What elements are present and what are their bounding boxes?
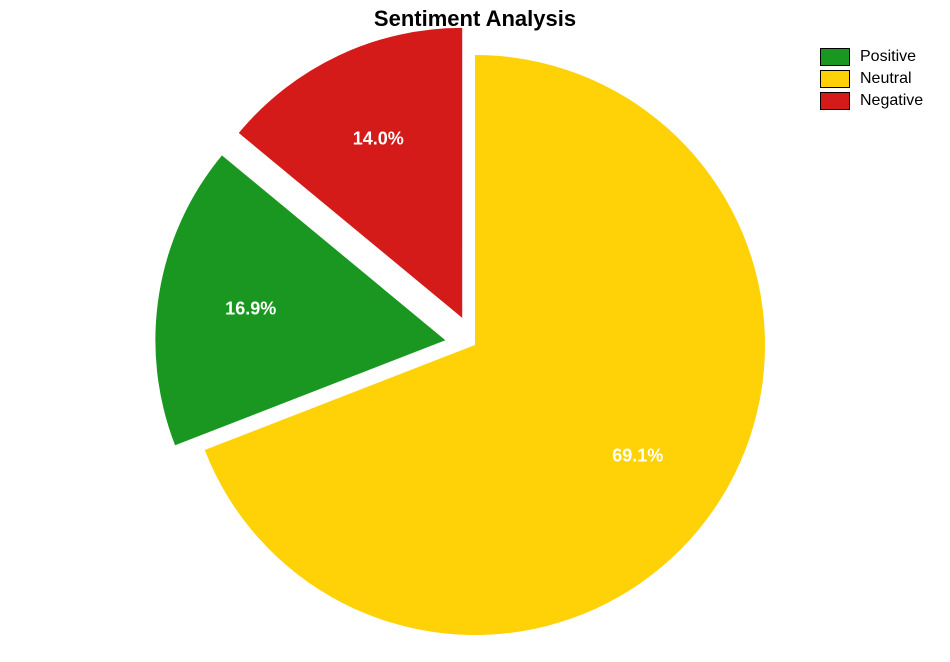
legend-label: Neutral — [860, 70, 912, 88]
legend-item-neutral: Neutral — [820, 70, 923, 88]
legend-label: Positive — [860, 48, 916, 66]
legend-item-negative: Negative — [820, 92, 923, 110]
chart-container: Sentiment Analysis 69.1%16.9%14.0% Posit… — [0, 0, 950, 662]
legend: Positive Neutral Negative — [820, 48, 923, 114]
slice-label-positive: 16.9% — [225, 298, 276, 319]
pie-chart — [0, 0, 950, 662]
slice-label-negative: 14.0% — [353, 129, 404, 150]
legend-item-positive: Positive — [820, 48, 923, 66]
legend-swatch — [820, 48, 850, 66]
slice-label-neutral: 69.1% — [612, 446, 663, 467]
legend-swatch — [820, 92, 850, 110]
legend-label: Negative — [860, 92, 923, 110]
legend-swatch — [820, 70, 850, 88]
